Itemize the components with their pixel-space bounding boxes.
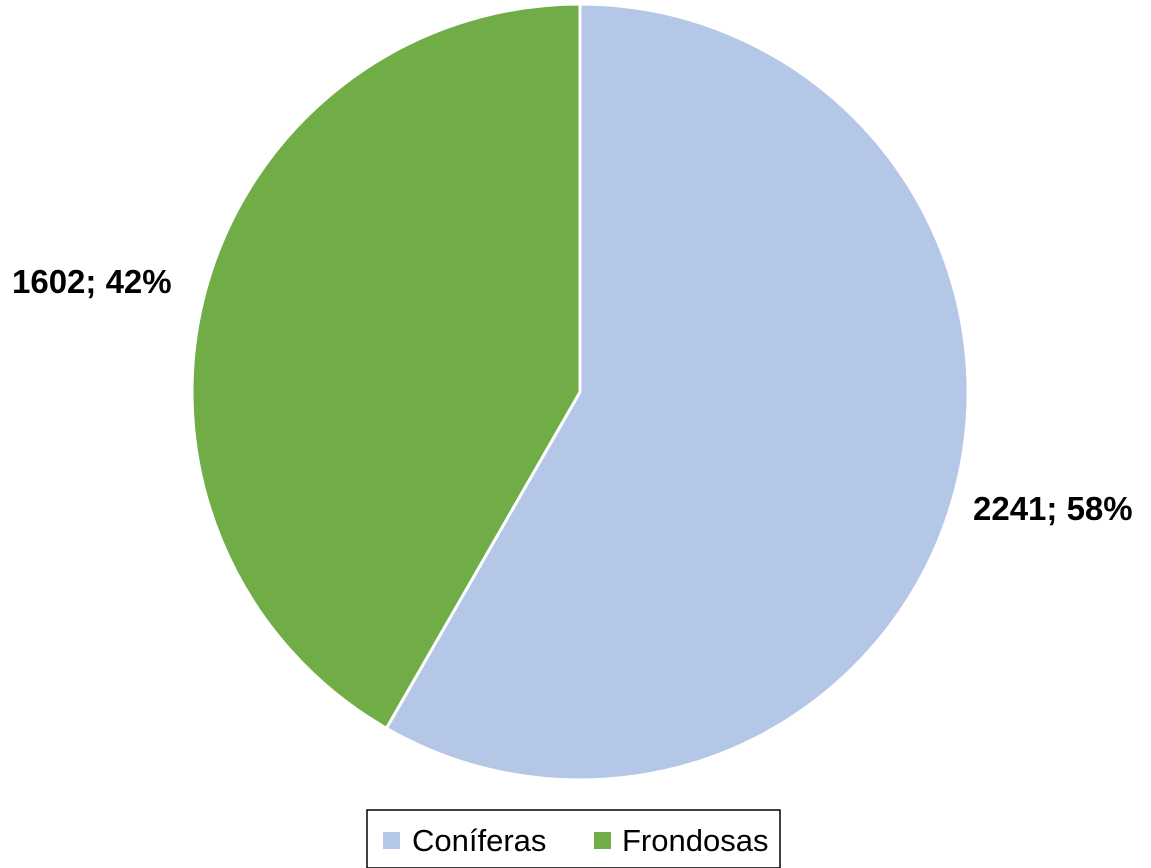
pie-slice-coniferas: [384, 2, 970, 782]
legend-swatch-frondosas: [594, 832, 611, 849]
pie-slice-frondosas: [190, 2, 582, 731]
legend-label-coniferas: Coníferas: [412, 823, 546, 858]
legend-swatch-coniferas: [383, 832, 400, 849]
data-label-coniferas: 2241; 58%: [973, 490, 1133, 527]
legend-box: [366, 809, 781, 868]
data-labels: 2241; 58% 1602; 42%: [12, 263, 1133, 527]
legend-label-frondosas: Frondosas: [622, 823, 768, 858]
legend: Coníferas Frondosas: [366, 809, 781, 868]
pie-slices: [190, 2, 970, 782]
data-label-frondosas: 1602; 42%: [12, 263, 172, 300]
